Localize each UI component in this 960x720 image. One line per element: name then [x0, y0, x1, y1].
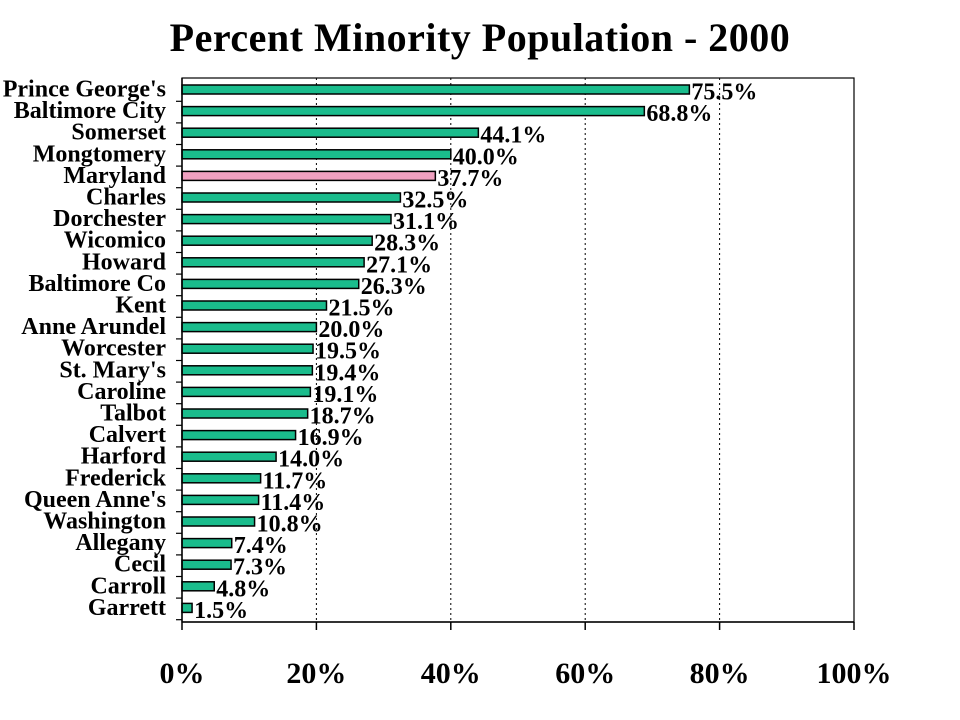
category-label: Garrett — [88, 595, 166, 621]
value-label: 19.1% — [312, 382, 378, 408]
category-label: Charles — [86, 185, 166, 211]
value-label: 11.4% — [261, 490, 326, 516]
value-labels: 75.5%68.8% 44.1%40.0%37.7%32.5%31.1%28.3%… — [194, 80, 757, 624]
x-tick-label: 60% — [555, 657, 615, 690]
value-label: 7.4% — [234, 533, 288, 559]
bar — [181, 429, 297, 441]
value-label: 27.1% — [366, 252, 432, 278]
category-label: Carroll — [90, 573, 166, 599]
bar — [181, 516, 256, 527]
category-label: Talbot — [100, 401, 166, 427]
value-label: 31.1% — [393, 209, 459, 235]
bar — [181, 192, 402, 203]
bar — [181, 170, 437, 182]
category-label: Somerset — [71, 120, 166, 146]
x-tick-label: 80% — [690, 657, 750, 690]
bar — [181, 213, 392, 225]
value-label: 28.3% — [374, 231, 440, 257]
category-label: Kent — [115, 293, 166, 319]
value-label: 19.5% — [315, 339, 381, 365]
value-label: 18.7% — [310, 404, 376, 430]
x-tick-label: 100% — [817, 657, 892, 690]
bar — [181, 494, 260, 506]
bar — [181, 408, 309, 419]
chart-title: Percent Minority Population - 2000 — [169, 15, 791, 60]
value-label: 37.7% — [437, 166, 503, 192]
value-label: 11.7% — [263, 468, 328, 494]
category-label: Allegany — [75, 530, 166, 556]
value-label: 20.0% — [318, 317, 384, 343]
category-label: Cecil — [114, 552, 166, 578]
value-label: 1.5% — [194, 598, 248, 624]
bar — [181, 581, 216, 592]
value-label: 68.8% — [646, 101, 712, 127]
category-label: Prince George's — [3, 77, 166, 103]
category-label: Mongtomery — [33, 141, 166, 167]
category-label: Howard — [82, 249, 167, 275]
bar — [181, 321, 318, 333]
value-label: 7.3% — [233, 555, 287, 581]
category-label: Queen Anne's — [24, 487, 166, 513]
x-tick-label: 20% — [286, 657, 346, 690]
bar — [181, 559, 232, 570]
bar — [181, 386, 312, 398]
category-label: Frederick — [65, 465, 167, 491]
x-tick-label: 0% — [160, 657, 205, 690]
bar — [181, 278, 360, 290]
bar — [181, 235, 373, 246]
value-label: 75.5% — [691, 80, 757, 106]
category-label: Wicomico — [64, 228, 166, 254]
gridlines — [315, 78, 721, 622]
x-tick-labels: 0% 20% 40% 60% 80% 100% — [160, 657, 892, 690]
category-label: Maryland — [63, 163, 166, 189]
value-label: 10.8% — [257, 512, 323, 538]
bar — [181, 84, 691, 95]
category-label: Baltimore Co — [28, 271, 166, 297]
category-label: Dorchester — [53, 206, 166, 232]
bar — [181, 365, 314, 376]
bar — [181, 537, 233, 549]
category-label: St. Mary's — [59, 357, 166, 383]
category-label: Washington — [43, 509, 166, 535]
bar — [181, 343, 314, 354]
value-label: 16.9% — [298, 425, 364, 451]
category-label: Calvert — [89, 422, 166, 448]
value-label: 19.4% — [314, 360, 380, 386]
category-label: Anne Arundel — [21, 314, 166, 340]
bar — [181, 149, 452, 160]
value-label: 40.0% — [453, 144, 519, 170]
value-label: 21.5% — [328, 296, 394, 322]
value-label: 4.8% — [216, 576, 270, 602]
value-label: 44.1% — [480, 123, 546, 149]
bar — [181, 300, 328, 311]
value-label: 26.3% — [361, 274, 427, 300]
bar — [181, 257, 365, 268]
bar — [181, 105, 646, 117]
category-label: Worcester — [61, 336, 166, 362]
category-label: Baltimore City — [14, 98, 166, 124]
category-label: Harford — [81, 444, 167, 470]
value-label: 14.0% — [278, 447, 344, 473]
bar — [181, 473, 262, 484]
x-tick-label: 40% — [421, 657, 481, 690]
category-label: Caroline — [77, 379, 166, 405]
axes — [176, 77, 855, 630]
value-label: 32.5% — [402, 188, 468, 214]
bar — [181, 602, 193, 614]
bar — [181, 451, 277, 462]
bar — [181, 127, 480, 138]
